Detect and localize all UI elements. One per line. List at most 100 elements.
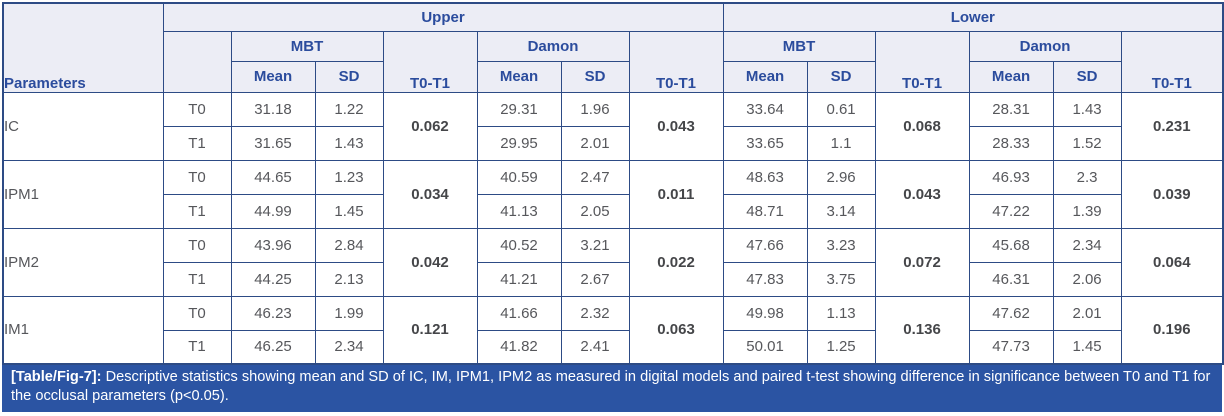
cell-sd: 1.1 xyxy=(806,125,876,161)
cell-pvalue: 0.062 xyxy=(382,91,478,161)
caption-label: [Table/Fig-7]: xyxy=(11,369,102,385)
cell-sd: 3.75 xyxy=(806,261,876,297)
cell-sd: 1.99 xyxy=(314,295,384,331)
cell-sd: 2.05 xyxy=(560,193,630,229)
cell-mean: 29.95 xyxy=(476,125,562,161)
cell-mean: 49.98 xyxy=(722,295,808,331)
cell-mean: 47.73 xyxy=(968,329,1054,365)
cell-mean: 47.66 xyxy=(722,227,808,263)
cell-mean: 47.22 xyxy=(968,193,1054,229)
cell-sd: 3.14 xyxy=(806,193,876,229)
cell-mean: 48.63 xyxy=(722,159,808,195)
cell-pvalue: 0.043 xyxy=(628,91,724,161)
cell-mean: 40.59 xyxy=(476,159,562,195)
cell-sd: 2.41 xyxy=(560,329,630,365)
param-label: IPM2 xyxy=(2,227,164,297)
cell-pvalue: 0.022 xyxy=(628,227,724,297)
cell-sd: 1.43 xyxy=(1052,91,1122,127)
cell-mean: 28.33 xyxy=(968,125,1054,161)
lower-damon-header: Damon xyxy=(968,30,1122,62)
cell-mean: 46.23 xyxy=(230,295,316,331)
table-header: Parameters Upper Lower MBT T0-T1 Damon T… xyxy=(2,2,1224,93)
cell-pvalue: 0.039 xyxy=(1120,159,1224,229)
cell-sd: 2.34 xyxy=(1052,227,1122,263)
cell-sd: 0.61 xyxy=(806,91,876,127)
time-label: T1 xyxy=(162,125,232,161)
cell-sd: 2.96 xyxy=(806,159,876,195)
time-label: T1 xyxy=(162,329,232,365)
statistics-table: Parameters Upper Lower MBT T0-T1 Damon T… xyxy=(2,2,1224,365)
header-row-systems: MBT T0-T1 Damon T0-T1 MBT T0-T1 Damon T0… xyxy=(3,30,1224,93)
table-body: IC T0 31.18 1.22 0.062 29.31 1.96 0.043 … xyxy=(2,91,1224,365)
cell-mean: 50.01 xyxy=(722,329,808,365)
upper-damon-sd-header: SD xyxy=(560,60,630,93)
cell-sd: 2.01 xyxy=(560,125,630,161)
time-label: T0 xyxy=(162,295,232,331)
cell-mean: 44.99 xyxy=(230,193,316,229)
time-label: T1 xyxy=(162,261,232,297)
cell-mean: 33.65 xyxy=(722,125,808,161)
table-row: T1 31.65 1.43 29.95 2.01 33.65 1.1 28.33… xyxy=(3,125,1223,161)
cell-sd: 2.67 xyxy=(560,261,630,297)
cell-sd: 1.39 xyxy=(1052,193,1122,229)
cell-mean: 43.96 xyxy=(230,227,316,263)
table-caption: [Table/Fig-7]: Descriptive statistics sh… xyxy=(2,365,1222,412)
lower-mbt-header: MBT xyxy=(722,30,876,62)
cell-sd: 1.22 xyxy=(314,91,384,127)
cell-pvalue: 0.042 xyxy=(382,227,478,297)
time-label: T0 xyxy=(162,159,232,195)
time-label: T1 xyxy=(162,193,232,229)
cell-sd: 1.96 xyxy=(560,91,630,127)
cell-sd: 1.13 xyxy=(806,295,876,331)
cell-mean: 45.68 xyxy=(968,227,1054,263)
lower-mbt-mean-header: Mean xyxy=(722,60,808,93)
cell-sd: 2.47 xyxy=(560,159,630,195)
cell-mean: 29.31 xyxy=(476,91,562,127)
cell-mean: 44.65 xyxy=(230,159,316,195)
caption-text: Descriptive statistics showing mean and … xyxy=(11,369,1211,404)
cell-mean: 31.65 xyxy=(230,125,316,161)
table-row: IC T0 31.18 1.22 0.062 29.31 1.96 0.043 … xyxy=(2,91,1224,161)
table-row: T1 44.99 1.45 41.13 2.05 48.71 3.14 47.2… xyxy=(3,193,1223,229)
cell-mean: 47.62 xyxy=(968,295,1054,331)
cell-pvalue: 0.072 xyxy=(874,227,970,297)
cell-sd: 2.3 xyxy=(1052,159,1122,195)
table-row: T1 44.25 2.13 41.21 2.67 47.83 3.75 46.3… xyxy=(3,261,1223,297)
table-row: IPM1 T0 44.65 1.23 0.034 40.59 2.47 0.01… xyxy=(2,159,1224,229)
cell-sd: 1.43 xyxy=(314,125,384,161)
cell-mean: 41.21 xyxy=(476,261,562,297)
cell-sd: 1.25 xyxy=(806,329,876,365)
param-label: IPM1 xyxy=(2,159,164,229)
cell-mean: 33.64 xyxy=(722,91,808,127)
lower-mbt-sd-header: SD xyxy=(806,60,876,93)
table-row: T1 46.25 2.34 41.82 2.41 50.01 1.25 47.7… xyxy=(3,329,1223,365)
cell-mean: 41.66 xyxy=(476,295,562,331)
parameters-header: Parameters xyxy=(2,2,164,93)
cell-sd: 2.06 xyxy=(1052,261,1122,297)
lower-mbt-t0t1-header: T0-T1 xyxy=(874,30,970,93)
upper-mbt-t0t1-header: T0-T1 xyxy=(382,30,478,93)
cell-mean: 46.25 xyxy=(230,329,316,365)
time-label: T0 xyxy=(162,227,232,263)
cell-sd: 3.21 xyxy=(560,227,630,263)
upper-mbt-mean-header: Mean xyxy=(230,60,316,93)
lower-damon-mean-header: Mean xyxy=(968,60,1054,93)
cell-sd: 2.34 xyxy=(314,329,384,365)
cell-mean: 44.25 xyxy=(230,261,316,297)
cell-pvalue: 0.011 xyxy=(628,159,724,229)
upper-group-header: Upper xyxy=(162,2,724,32)
param-label: IC xyxy=(2,91,164,161)
spacer-cell xyxy=(162,30,232,93)
cell-pvalue: 0.063 xyxy=(628,295,724,365)
param-label: IM1 xyxy=(2,295,164,365)
upper-mbt-sd-header: SD xyxy=(314,60,384,93)
cell-pvalue: 0.043 xyxy=(874,159,970,229)
cell-pvalue: 0.064 xyxy=(1120,227,1224,297)
table-row: IM1 T0 46.23 1.99 0.121 41.66 2.32 0.063… xyxy=(2,295,1224,365)
cell-pvalue: 0.231 xyxy=(1120,91,1224,161)
cell-mean: 31.18 xyxy=(230,91,316,127)
cell-sd: 1.52 xyxy=(1052,125,1122,161)
cell-sd: 2.84 xyxy=(314,227,384,263)
cell-sd: 1.45 xyxy=(314,193,384,229)
